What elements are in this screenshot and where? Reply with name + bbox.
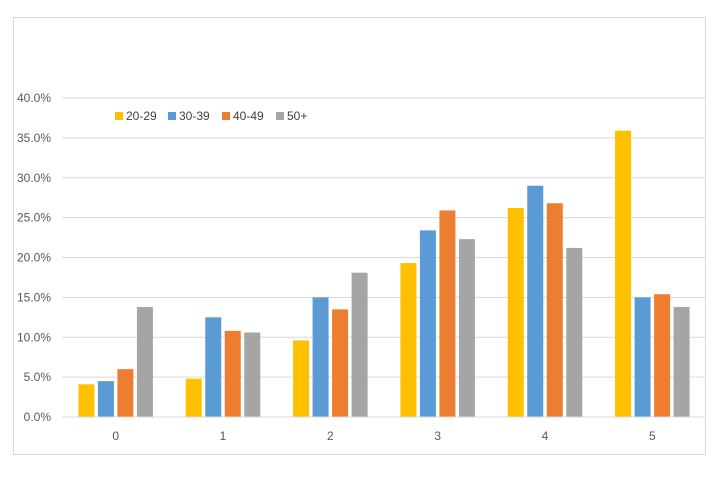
bar-50+-1 <box>244 332 261 417</box>
bar-30-39-3 <box>419 230 436 417</box>
bar-50+-2 <box>351 272 368 417</box>
legend-swatch <box>222 112 230 120</box>
bar-40-49-2 <box>332 309 349 417</box>
x-tick-label: 3 <box>434 429 441 443</box>
bar-30-39-4 <box>527 185 544 417</box>
bar-20-29-0 <box>78 384 95 417</box>
bar-50+-5 <box>673 306 690 417</box>
legend-label: 30-39 <box>179 109 210 123</box>
bar-20-29-3 <box>400 263 417 417</box>
bar-50+-3 <box>458 239 475 417</box>
bar-30-39-2 <box>312 297 329 417</box>
y-tick-label: 5.0% <box>24 370 52 384</box>
bar-20-29-5 <box>615 130 632 417</box>
y-tick-label: 40.0% <box>17 91 51 105</box>
legend-swatch <box>115 112 123 120</box>
y-tick-label: 25.0% <box>17 211 51 225</box>
bars <box>78 130 690 417</box>
x-tick-label: 2 <box>327 429 334 443</box>
bar-50+-4 <box>566 247 583 417</box>
gridlines <box>62 97 706 378</box>
legend-swatch <box>276 112 284 120</box>
y-tick-label: 35.0% <box>17 131 51 145</box>
bar-40-49-1 <box>224 330 241 417</box>
x-tick-label: 1 <box>220 429 227 443</box>
legend-label: 20-29 <box>126 109 157 123</box>
bar-40-49-4 <box>546 203 563 417</box>
bar-40-49-0 <box>117 369 134 417</box>
x-tick-label: 5 <box>649 429 656 443</box>
legend-label: 50+ <box>287 109 307 123</box>
bar-40-49-3 <box>439 210 456 417</box>
bar-20-29-4 <box>507 208 524 417</box>
y-axis-ticks: 0.0% 5.0% 10.0% 15.0% 20.0% 25.0% 30.0% 35.0% 40… <box>17 91 51 424</box>
bar-30-39-1 <box>205 317 222 417</box>
legend-label: 40-49 <box>233 109 264 123</box>
x-axis-ticks: 0 1 2 3 4 5 <box>112 429 656 443</box>
y-tick-label: 30.0% <box>17 171 51 185</box>
bar-50+-0 <box>136 306 153 417</box>
x-tick-label: 4 <box>542 429 549 443</box>
bar-40-49-5 <box>654 294 671 417</box>
bar-30-39-0 <box>97 381 114 417</box>
legend: 20-29 30-39 40-49 50+ <box>115 109 307 123</box>
y-tick-label: 20.0% <box>17 251 51 265</box>
bar-20-29-2 <box>293 340 310 417</box>
y-tick-label: 0.0% <box>24 410 52 424</box>
bar-20-29-1 <box>185 378 202 417</box>
bar-30-39-5 <box>634 297 651 417</box>
x-tick-label: 0 <box>112 429 119 443</box>
y-tick-label: 10.0% <box>17 330 51 344</box>
legend-swatch <box>168 112 176 120</box>
y-tick-label: 15.0% <box>17 290 51 304</box>
